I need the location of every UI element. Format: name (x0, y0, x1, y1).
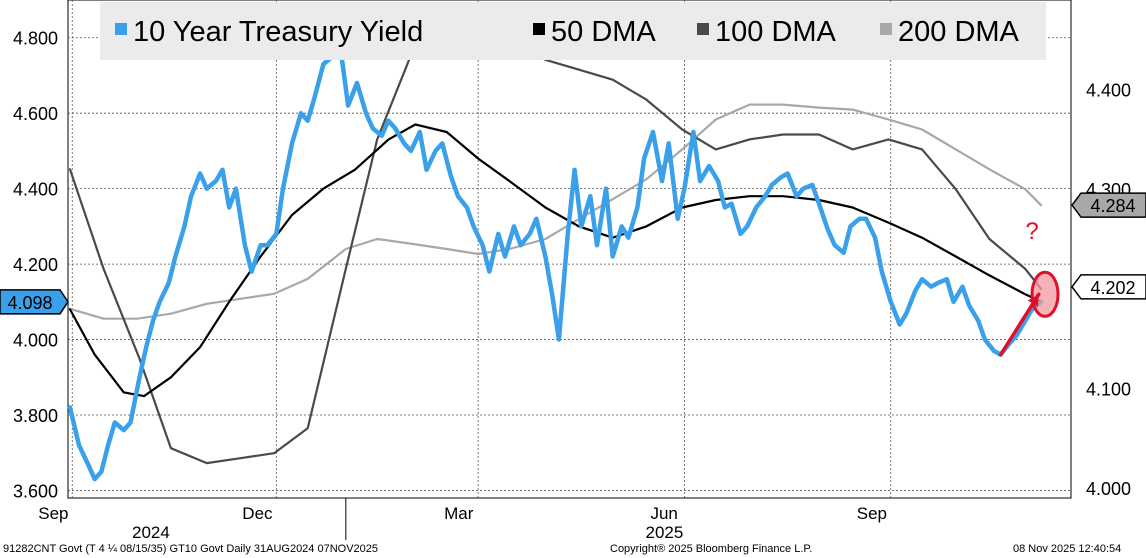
x-tick-label: Mar (444, 504, 474, 523)
axes: 3.600 3.800 4.000 4.200 4.400 4.600 4.800 4.098… (0, 29, 1146, 542)
annotation-arrow-head (1027, 294, 1039, 307)
footer-security-info: 91282CNT Govt (T 4 ¼ 08/15/35) GT10 Govt… (3, 543, 379, 555)
x-year-label: 2025 (646, 523, 684, 542)
plot-area (67, 0, 1072, 499)
legend-swatch (115, 23, 127, 35)
left-tick-label: 4.400 (13, 180, 58, 200)
left-tick-label: 4.200 (13, 255, 58, 275)
footer-timestamp: 08 Nov 2025 12:40:54 (1013, 543, 1122, 555)
right-last-value-tag: 4.284 (1071, 192, 1146, 218)
right-last-value-label: 4.284 (1090, 196, 1135, 216)
footer-copyright: Copyright® 2025 Bloomberg Finance L.P. (610, 543, 813, 555)
left-last-value-tag: 4.098 (0, 289, 69, 315)
legend-item: 10 Year Treasury Yield (115, 16, 423, 48)
legend-swatch (533, 23, 545, 35)
right-tick-label: 4.100 (1086, 379, 1131, 399)
legend-item: 200 DMA (880, 16, 1020, 48)
annotation-question-mark: ? (1025, 218, 1038, 245)
legend-label: 200 DMA (898, 16, 1020, 48)
left-tick-label: 4.000 (13, 331, 58, 351)
x-tick-label: Dec (242, 504, 273, 523)
x-tick-label: Sep (38, 504, 68, 523)
right-tick-label: 4.400 (1086, 81, 1131, 101)
left-tick-label: 3.600 (13, 481, 58, 501)
annotation-circle (1030, 270, 1060, 318)
series-line-50-dma (68, 123, 1043, 398)
legend-label: 10 Year Treasury Yield (133, 16, 423, 48)
x-year-label: 2024 (132, 523, 170, 542)
right-last-value-label: 4.202 (1090, 278, 1135, 298)
left-tick-label: 4.600 (13, 104, 58, 124)
series-line-200-dma (68, 103, 1043, 320)
right-last-value-tag: 4.202 (1071, 274, 1146, 300)
legend-label: 50 DMA (551, 16, 656, 48)
left-last-value-label: 4.098 (7, 293, 52, 313)
legend-item: 50 DMA (533, 16, 656, 48)
x-tick-label: Sep (857, 504, 887, 523)
left-tick-label: 4.800 (13, 29, 58, 49)
annotation-arrow-shaft (998, 292, 1041, 357)
legend-swatch (697, 23, 709, 35)
left-tick-label: 3.800 (13, 406, 58, 426)
legend-item: 100 DMA (697, 16, 837, 48)
legend-swatch (880, 23, 892, 35)
x-tick-label: Jun (650, 504, 677, 523)
series-line-10-year-treasury-yield (67, 35, 1044, 482)
legend-label: 100 DMA (715, 16, 837, 48)
legend: 10 Year Treasury Yield 50 DMA 100 DMA 200 D… (100, 2, 1046, 60)
annotations: ? (998, 218, 1060, 357)
right-tick-label: 4.000 (1086, 479, 1131, 499)
